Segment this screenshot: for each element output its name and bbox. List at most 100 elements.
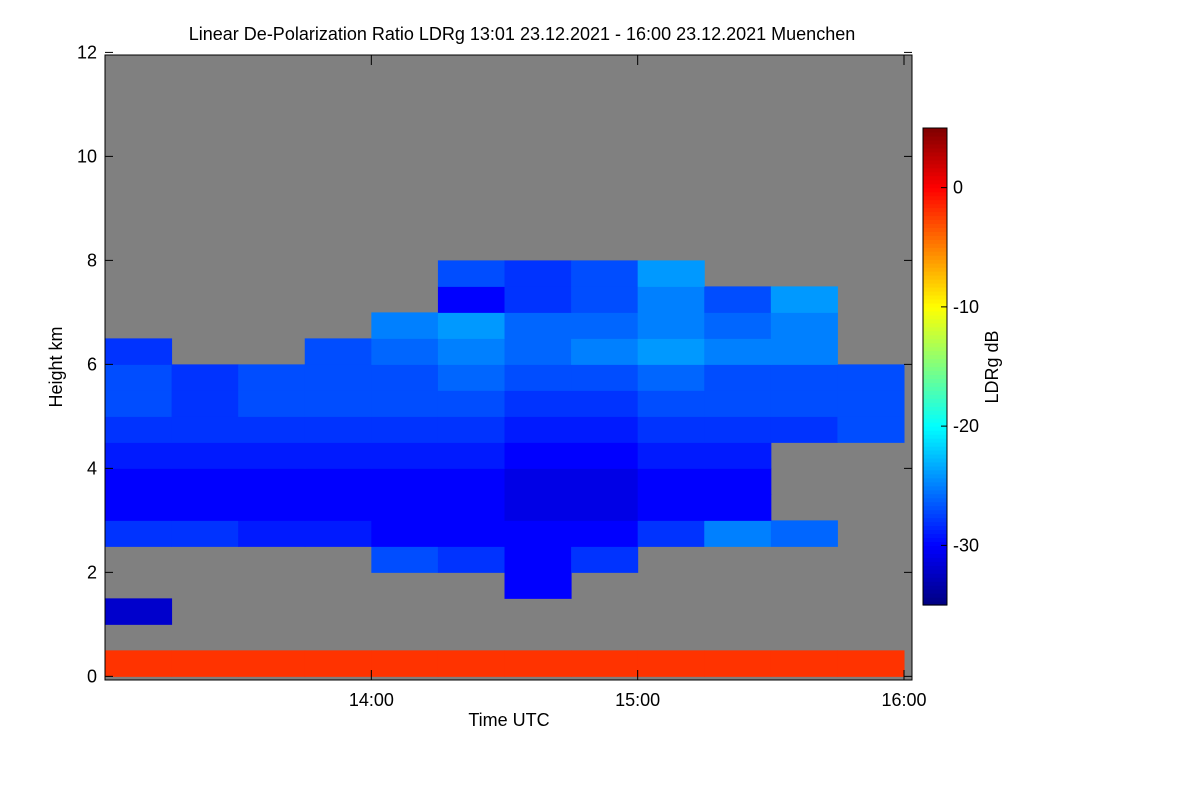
- heatmap-cell: [371, 520, 439, 547]
- colorbar-segment: [923, 243, 947, 248]
- colorbar-segment: [923, 402, 947, 407]
- heatmap-cell: [371, 364, 439, 391]
- colorbar-segment: [923, 505, 947, 511]
- heatmap-cell: [304, 650, 372, 677]
- heatmap-cell: [704, 650, 772, 677]
- colorbar-segment: [923, 350, 947, 356]
- heatmap-cell: [571, 312, 639, 339]
- colorbar-segment: [923, 533, 947, 539]
- heatmap-cell: [371, 650, 439, 677]
- colorbar-tick-label: 0: [953, 178, 963, 198]
- heatmap-cell: [571, 468, 639, 495]
- colorbar-segment: [923, 275, 947, 280]
- heatmap-cell: [637, 494, 705, 521]
- heatmap-cell: [637, 260, 705, 287]
- heatmap-cell: [637, 390, 705, 417]
- heatmap-cell: [637, 650, 705, 677]
- colorbar-segment: [923, 410, 947, 415]
- heatmap-cell: [704, 416, 772, 443]
- colorbar-segment: [923, 322, 947, 328]
- colorbar-segment: [923, 330, 947, 336]
- colorbar-segment: [923, 139, 947, 145]
- heatmap-cell: [238, 494, 306, 521]
- heatmap-cell: [304, 390, 372, 417]
- colorbar-segment: [923, 167, 947, 173]
- colorbar-segment: [923, 298, 947, 304]
- heatmap-cell: [105, 364, 173, 391]
- colorbar-segment: [923, 569, 947, 574]
- heatmap-cell: [437, 338, 506, 365]
- colorbar-segment: [923, 290, 947, 296]
- colorbar-segment: [923, 235, 947, 240]
- y-tick-label: 12: [77, 42, 97, 62]
- heatmap-cell: [371, 468, 439, 495]
- colorbar-segment: [923, 581, 947, 586]
- heatmap-cell: [238, 416, 306, 443]
- colorbar-segment: [923, 239, 947, 244]
- colorbar-segment: [923, 231, 947, 236]
- colorbar-segment: [923, 493, 947, 499]
- colorbar-segment: [923, 485, 947, 491]
- colorbar-segment: [923, 215, 947, 221]
- colorbar-segment: [923, 223, 947, 228]
- heatmap-cell: [437, 650, 506, 677]
- colorbar-segment: [923, 521, 947, 527]
- heatmap-cell: [304, 364, 372, 391]
- heatmap-cell: [571, 494, 639, 521]
- heatmap-cell: [504, 468, 572, 495]
- heatmap-cell: [637, 286, 705, 313]
- heatmap-cell: [238, 520, 306, 547]
- colorbar-segment: [923, 382, 947, 387]
- heatmap-cell: [437, 442, 506, 469]
- y-tick-label: 0: [87, 666, 97, 686]
- colorbar-segment: [923, 585, 947, 590]
- colorbar-segment: [923, 314, 947, 320]
- heatmap-cell: [437, 546, 506, 573]
- colorbar-segment: [923, 434, 947, 439]
- heatmap-cell: [770, 364, 838, 391]
- colorbar-segment: [923, 374, 947, 380]
- heatmap-cell: [571, 286, 639, 313]
- colorbar-segment: [923, 453, 947, 459]
- heatmap-cell: [437, 390, 506, 417]
- colorbar-segment: [923, 362, 947, 368]
- colorbar-segment: [923, 465, 947, 471]
- colorbar-segment: [923, 358, 947, 364]
- colorbar-segment: [923, 283, 947, 288]
- colorbar-segment: [923, 597, 947, 602]
- heatmap-cell: [571, 390, 639, 417]
- colorbar-segment: [923, 267, 947, 272]
- colorbar-segment: [923, 593, 947, 598]
- colorbar-segment: [923, 545, 947, 550]
- heatmap-cell: [105, 494, 173, 521]
- heatmap-cell: [371, 416, 439, 443]
- colorbar-segment: [923, 529, 947, 535]
- heatmap-cell: [704, 468, 772, 495]
- colorbar-segment: [923, 537, 947, 542]
- colorbar-segment: [923, 159, 947, 165]
- colorbar-segment: [923, 469, 947, 475]
- heatmap-cell: [171, 390, 239, 417]
- heatmap-cell: [171, 520, 239, 547]
- heatmap-cell: [238, 468, 306, 495]
- colorbar-segment: [923, 346, 947, 352]
- heatmap-cell: [437, 468, 506, 495]
- colorbar-segment: [923, 326, 947, 332]
- heatmap-cell: [504, 364, 572, 391]
- y-tick-label: 8: [87, 250, 97, 270]
- heatmap-cell: [371, 546, 439, 573]
- colorbar-segment: [923, 442, 947, 447]
- heatmap-cell: [504, 338, 572, 365]
- heatmap-cell: [171, 442, 239, 469]
- heatmap-cell: [837, 364, 905, 391]
- colorbar-segment: [923, 461, 947, 467]
- heatmap-cell: [304, 468, 372, 495]
- heatmap-cell: [171, 494, 239, 521]
- colorbar-segment: [923, 143, 947, 149]
- heatmap-cell: [770, 416, 838, 443]
- colorbar-segment: [923, 366, 947, 372]
- colorbar-segment: [923, 525, 947, 531]
- colorbar-segment: [923, 334, 947, 340]
- heatmap-cell: [770, 338, 838, 365]
- heatmap-cell: [571, 442, 639, 469]
